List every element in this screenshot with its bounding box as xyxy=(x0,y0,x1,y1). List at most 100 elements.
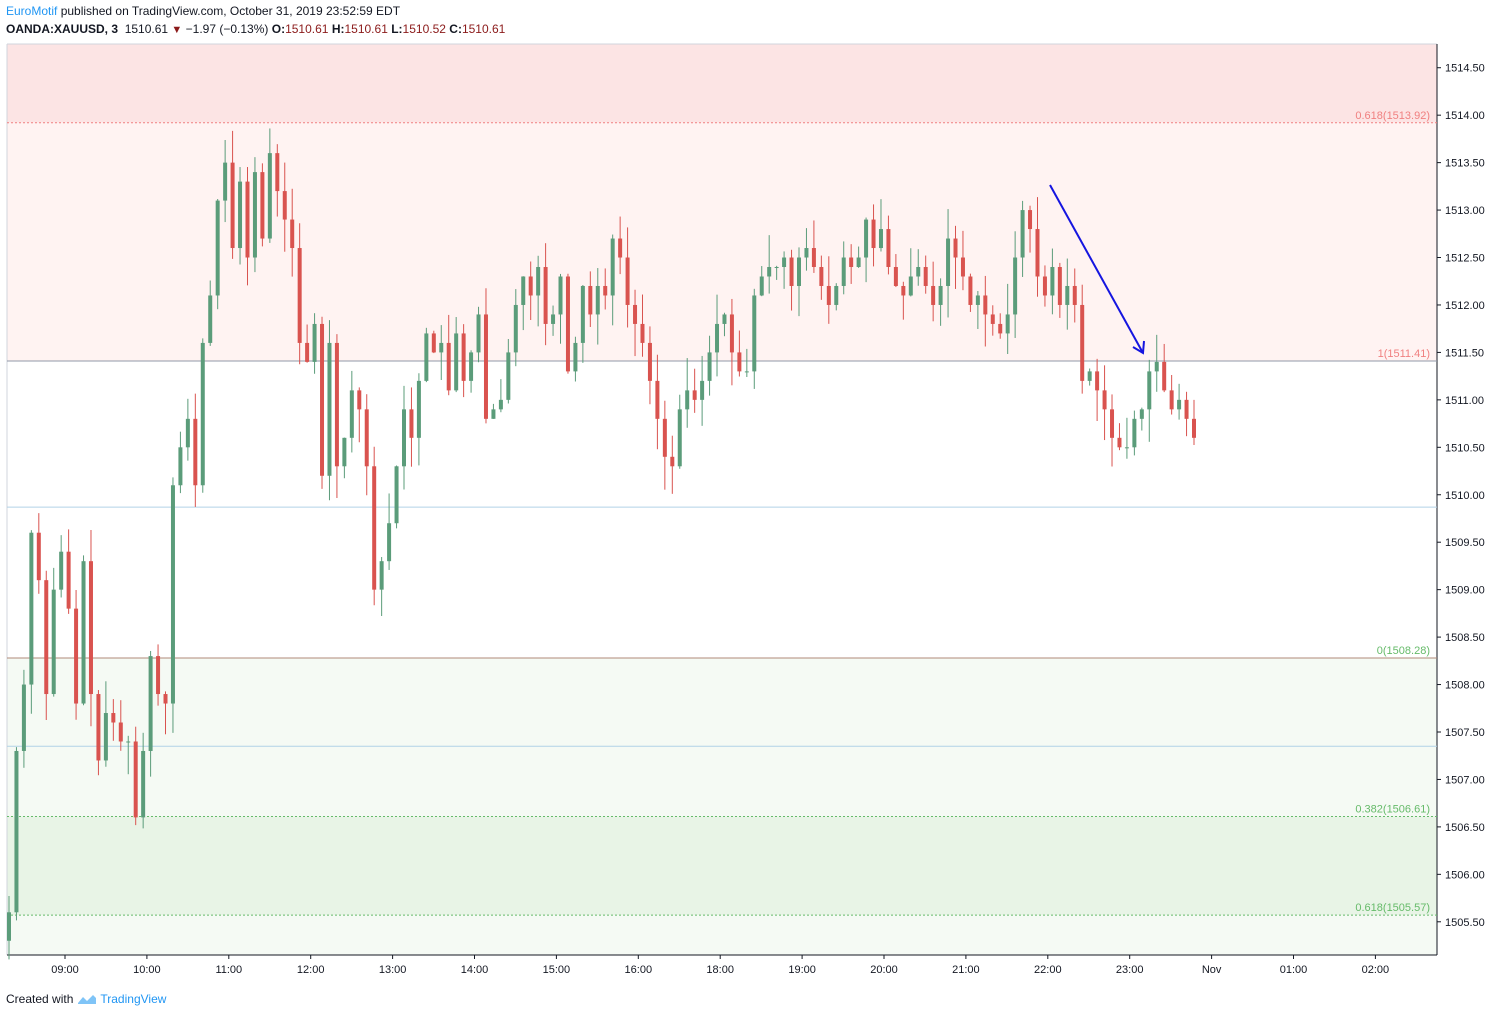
candle-body xyxy=(916,267,921,277)
time-tick-label: 11:00 xyxy=(215,964,242,976)
candle-body xyxy=(156,656,161,695)
candle-body xyxy=(81,561,86,704)
time-tick-label: 22:00 xyxy=(1034,964,1062,976)
candle-body xyxy=(51,589,56,695)
candle-body xyxy=(1177,399,1182,410)
candle-body xyxy=(752,295,757,372)
candle-body xyxy=(782,257,787,268)
candle-body xyxy=(1095,371,1100,391)
candle-body xyxy=(737,352,742,372)
candle-body xyxy=(655,380,660,419)
candle-body xyxy=(938,285,943,305)
candle-body xyxy=(36,532,41,581)
price-tick-label: 1510.00 xyxy=(1445,490,1485,502)
time-tick-label: 09:00 xyxy=(51,964,79,976)
tradingview-link[interactable]: TradingView xyxy=(100,992,167,1006)
candle-body xyxy=(1065,285,1070,305)
time-tick-label: 12:00 xyxy=(297,964,325,976)
candle-body xyxy=(21,684,26,751)
candle-body xyxy=(230,162,235,249)
candle-body xyxy=(357,390,362,410)
time-tick-label: 15:00 xyxy=(543,964,571,976)
candle-body xyxy=(372,466,377,590)
candle-body xyxy=(595,285,600,315)
candle-body xyxy=(1124,447,1129,449)
candle-body xyxy=(394,466,399,524)
candle-body xyxy=(96,694,101,761)
candle-body xyxy=(439,342,444,353)
price-tick-label: 1507.50 xyxy=(1445,727,1485,739)
candle-body xyxy=(715,323,720,353)
candle-body xyxy=(677,409,682,467)
candle-body xyxy=(528,276,533,296)
candle-body xyxy=(923,267,928,286)
price-tick-label: 1511.00 xyxy=(1445,395,1484,407)
candle-body xyxy=(111,713,116,723)
candle-body xyxy=(185,418,190,448)
candle-body xyxy=(662,418,667,457)
time-tick-label: 20:00 xyxy=(870,964,898,976)
candle-body xyxy=(200,342,205,486)
arrow-head-icon xyxy=(1132,340,1145,355)
candle-body xyxy=(461,333,466,381)
candle-body xyxy=(797,257,801,286)
candle-body xyxy=(603,285,608,296)
candle-body xyxy=(998,323,1003,334)
candle-body xyxy=(1080,304,1085,381)
fib-level-label: 0.382(1506.61) xyxy=(1355,803,1430,815)
candle-body xyxy=(312,323,317,362)
candle-body xyxy=(1139,409,1144,419)
symbol-label[interactable]: OANDA:XAUUSD, 3 xyxy=(6,22,119,36)
candle-body xyxy=(454,333,459,391)
fib-level-label: 1(1511.41) xyxy=(1378,348,1430,360)
tradingview-logo-icon xyxy=(78,995,97,1004)
candle-body xyxy=(588,285,593,315)
candle-body xyxy=(625,257,630,305)
candle-body xyxy=(297,248,302,343)
low-value: 1510.52 xyxy=(402,22,446,36)
candle-body xyxy=(506,352,511,400)
candle-body xyxy=(1169,390,1174,410)
time-tick-label: 02:00 xyxy=(1362,964,1390,976)
candle-body xyxy=(215,200,220,296)
candle-body xyxy=(692,390,697,400)
candle-body xyxy=(856,257,861,268)
candle-body xyxy=(498,399,503,410)
candle-body xyxy=(841,257,846,286)
candle-body xyxy=(44,580,49,695)
candle-body xyxy=(402,409,406,467)
candle-body xyxy=(960,257,965,277)
price-tick-label: 1513.00 xyxy=(1445,205,1485,217)
candle-body xyxy=(953,238,958,258)
candle-body xyxy=(774,267,779,269)
price-tick-label: 1514.50 xyxy=(1445,63,1485,75)
price-tick-label: 1506.50 xyxy=(1445,822,1485,834)
candle-body xyxy=(759,276,764,296)
candle-body xyxy=(483,314,488,419)
price-tick-label: 1512.00 xyxy=(1445,300,1485,312)
candle-body xyxy=(633,304,638,324)
candle-body xyxy=(536,267,541,296)
footer: Created with TradingView xyxy=(6,992,166,1006)
candle-body xyxy=(476,314,481,353)
arrow-line xyxy=(1049,184,1144,354)
candle-body xyxy=(193,418,198,486)
high-label: H: xyxy=(331,22,345,36)
candle-body xyxy=(305,342,310,362)
price-tick-label: 1509.00 xyxy=(1445,585,1485,597)
candle-body xyxy=(424,333,429,381)
candle-body xyxy=(59,551,64,590)
candle-body xyxy=(931,285,936,305)
candle-body xyxy=(364,409,369,467)
publisher-name[interactable]: EuroMotif xyxy=(6,4,58,18)
close-label: C: xyxy=(449,22,462,36)
candle-body xyxy=(416,380,421,438)
symbol-legend: OANDA:XAUUSD, 3 1510.61 ▼ −1.97 (−0.13%)… xyxy=(6,22,505,36)
candle-body xyxy=(975,295,980,305)
candle-body xyxy=(849,257,854,268)
candle-body xyxy=(103,713,108,761)
candle-body xyxy=(983,295,988,315)
candle-body xyxy=(1035,229,1040,277)
time-tick-label: 18:00 xyxy=(706,964,734,976)
